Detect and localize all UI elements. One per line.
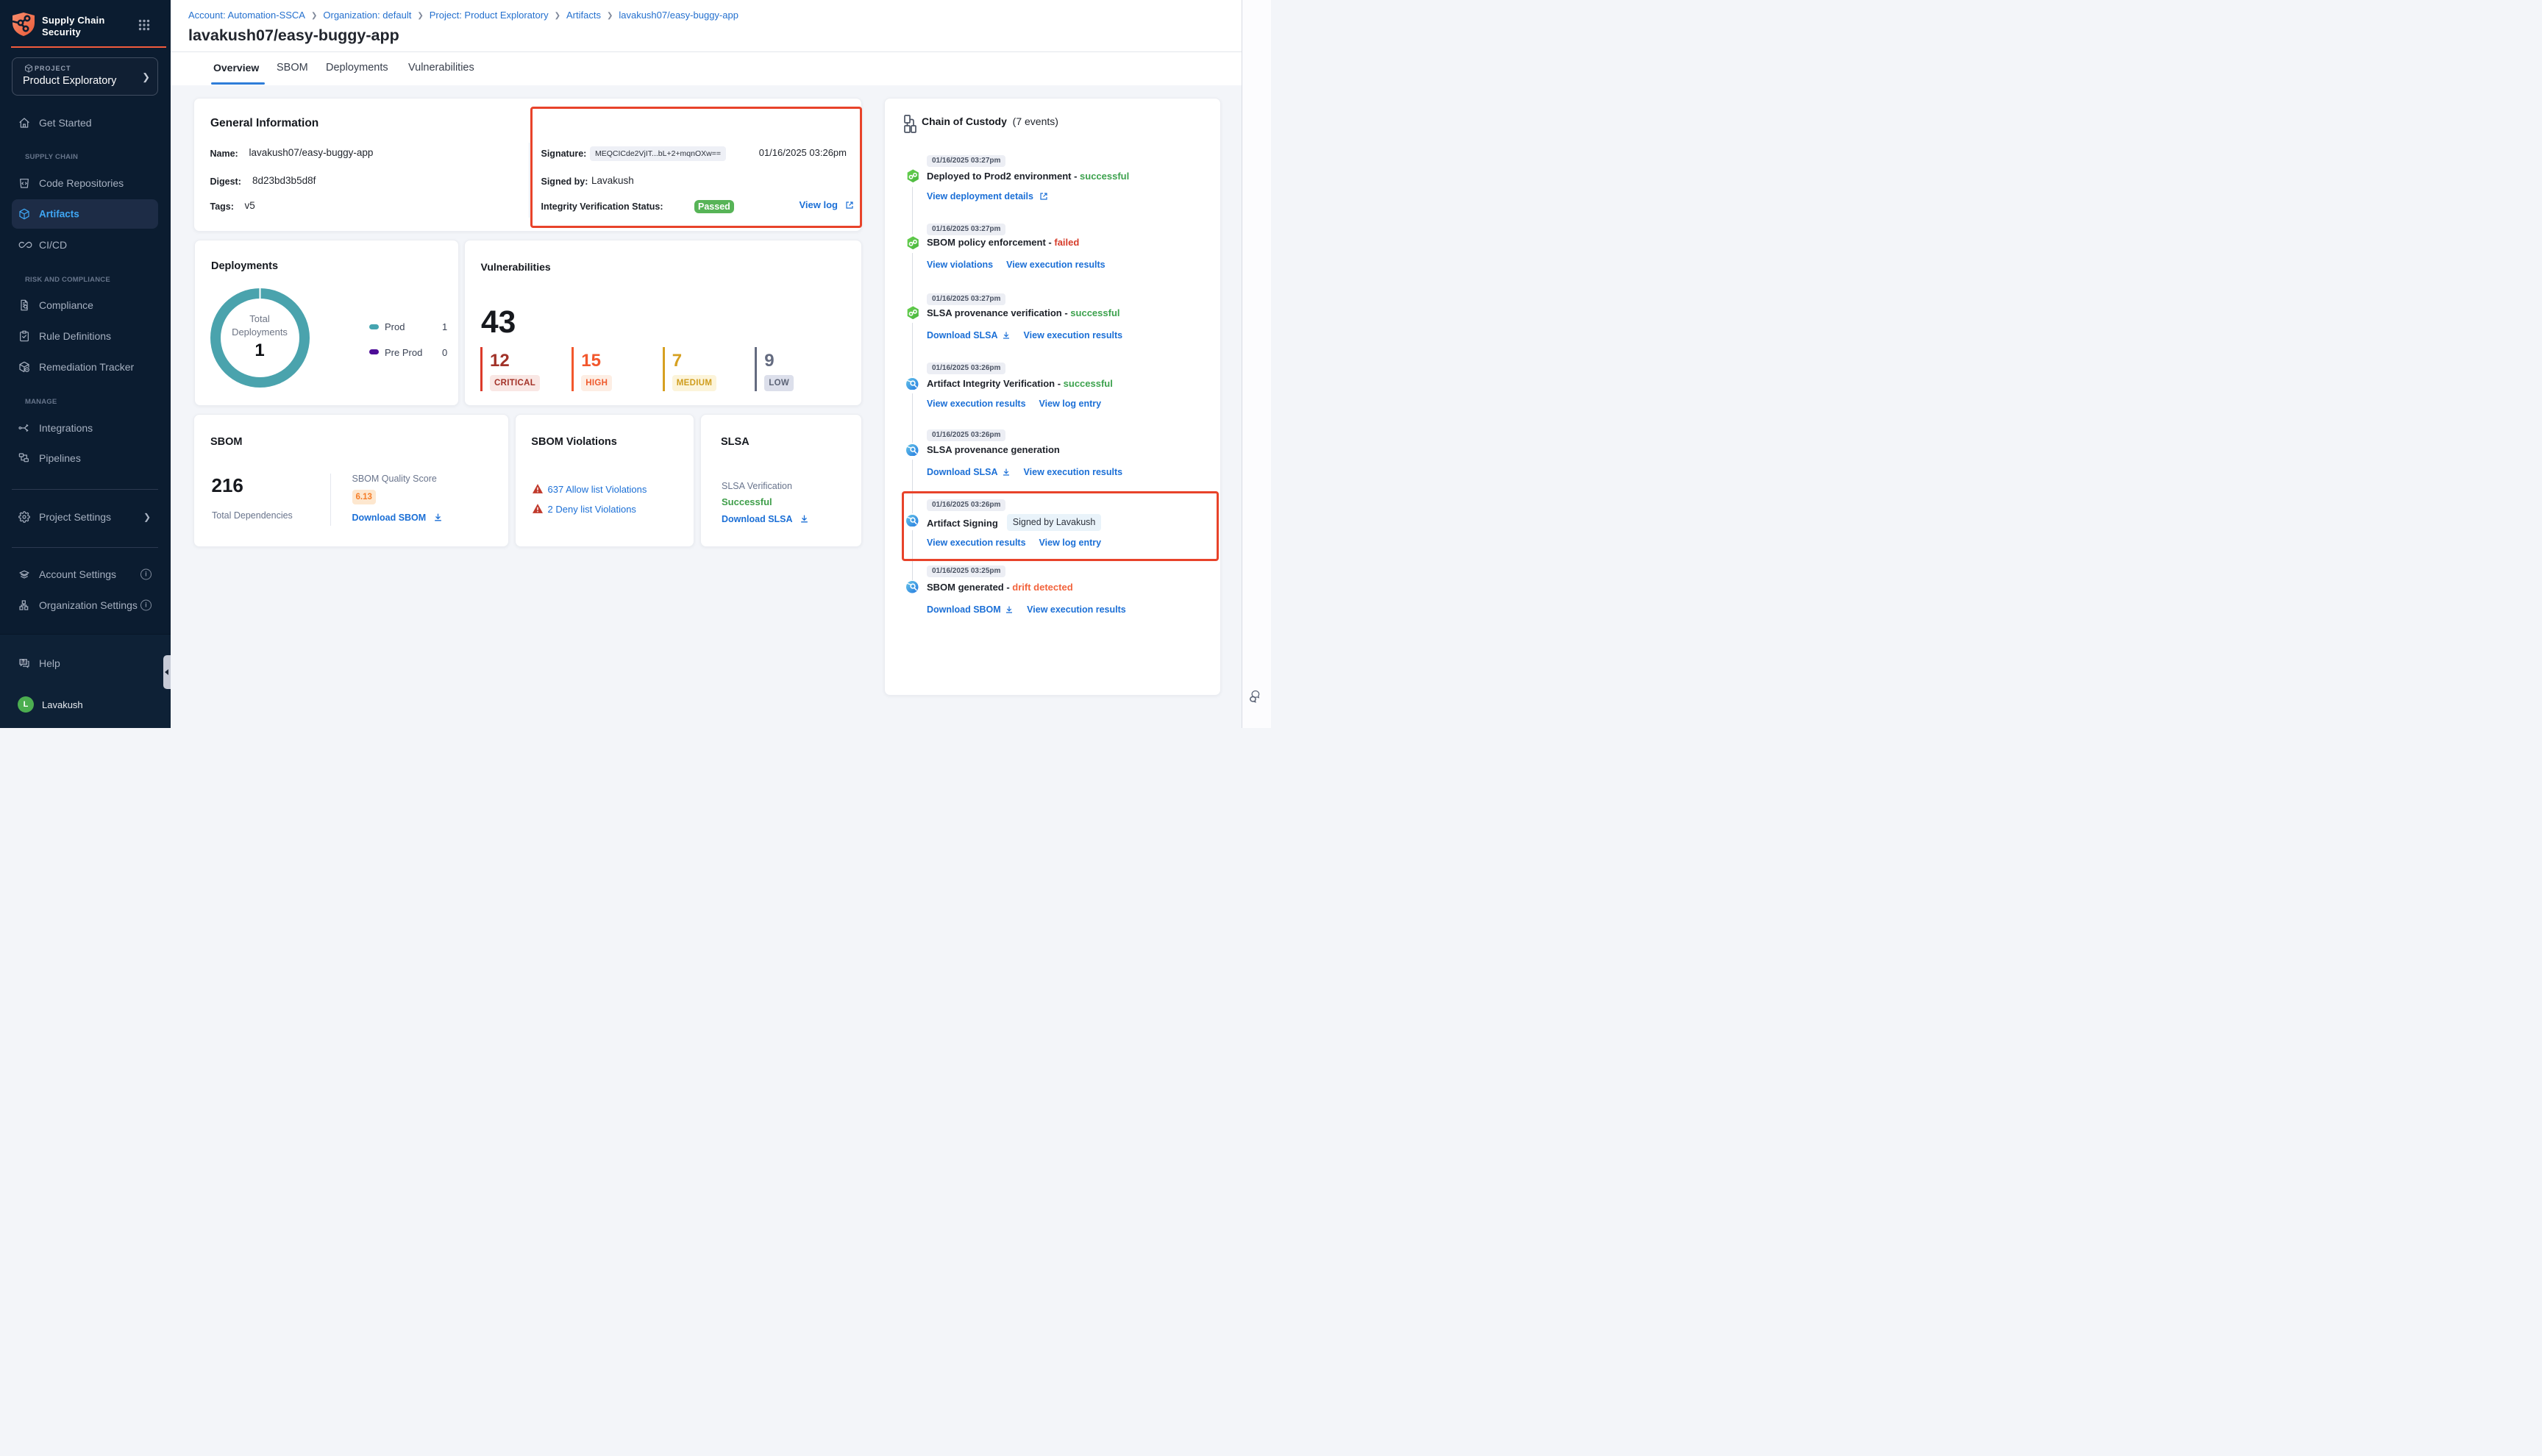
svg-text:?: ? xyxy=(22,660,25,665)
